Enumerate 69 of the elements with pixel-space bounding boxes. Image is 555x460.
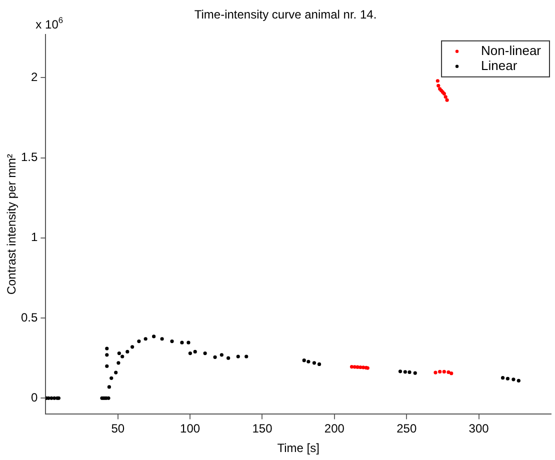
- x-tick-label: 150: [252, 422, 273, 436]
- point: [356, 365, 360, 369]
- legend-label: Linear: [481, 58, 518, 73]
- point: [186, 340, 190, 344]
- point: [312, 361, 316, 365]
- point: [236, 354, 240, 358]
- x-tick-label: 300: [468, 422, 490, 436]
- point: [52, 396, 56, 400]
- point: [244, 354, 248, 358]
- chart-title: Time-intensity curve animal nr. 14.: [194, 8, 377, 22]
- x-tick-label: 200: [324, 422, 345, 436]
- y-tick-label: 1.5: [20, 150, 38, 164]
- point: [450, 372, 454, 376]
- point: [137, 339, 141, 344]
- point: [506, 376, 510, 380]
- point: [220, 353, 224, 357]
- point: [110, 376, 114, 380]
- y-tick-label: 1: [30, 230, 38, 244]
- legend-label: Non-linear: [481, 42, 542, 58]
- point: [117, 352, 121, 356]
- point: [120, 354, 124, 358]
- x-tick-label: 250: [396, 422, 417, 436]
- point: [302, 358, 306, 362]
- point: [180, 340, 184, 344]
- point: [516, 378, 520, 383]
- y-tick-label: 2: [30, 70, 38, 84]
- point: [116, 361, 120, 365]
- point: [226, 356, 230, 360]
- point: [413, 371, 417, 375]
- point: [403, 370, 407, 374]
- point: [105, 364, 109, 368]
- point: [350, 364, 354, 369]
- point: [107, 385, 112, 389]
- point: [105, 353, 109, 357]
- point: [512, 378, 516, 382]
- point: [105, 346, 109, 350]
- point: [213, 355, 217, 359]
- point: [188, 352, 192, 356]
- point: [352, 365, 356, 369]
- point: [160, 337, 164, 341]
- point: [446, 370, 450, 374]
- point: [442, 370, 446, 374]
- point: [203, 352, 207, 356]
- x-axis-title: Time [s]: [277, 441, 320, 456]
- point: [50, 396, 54, 400]
- point: [398, 370, 402, 374]
- point: [126, 350, 130, 354]
- point: [170, 339, 174, 344]
- point: [445, 98, 449, 102]
- point: [362, 366, 366, 370]
- x-tick-label: 50: [111, 422, 125, 436]
- y-axis-title: Contrast intensity per mm²: [4, 154, 18, 295]
- point: [500, 376, 505, 380]
- point: [130, 345, 134, 349]
- y-tick-label: 0.5: [20, 310, 38, 324]
- point: [444, 95, 448, 99]
- point: [408, 370, 412, 374]
- point: [152, 334, 156, 338]
- point: [436, 79, 440, 83]
- point: [317, 362, 322, 366]
- point: [114, 370, 118, 374]
- x-tick-label: 100: [180, 422, 200, 436]
- point: [434, 370, 438, 374]
- point: [438, 370, 442, 374]
- point: [144, 337, 148, 341]
- point: [193, 350, 197, 354]
- y-tick-label: 0: [30, 390, 38, 404]
- point: [436, 84, 440, 88]
- point: [306, 360, 310, 364]
